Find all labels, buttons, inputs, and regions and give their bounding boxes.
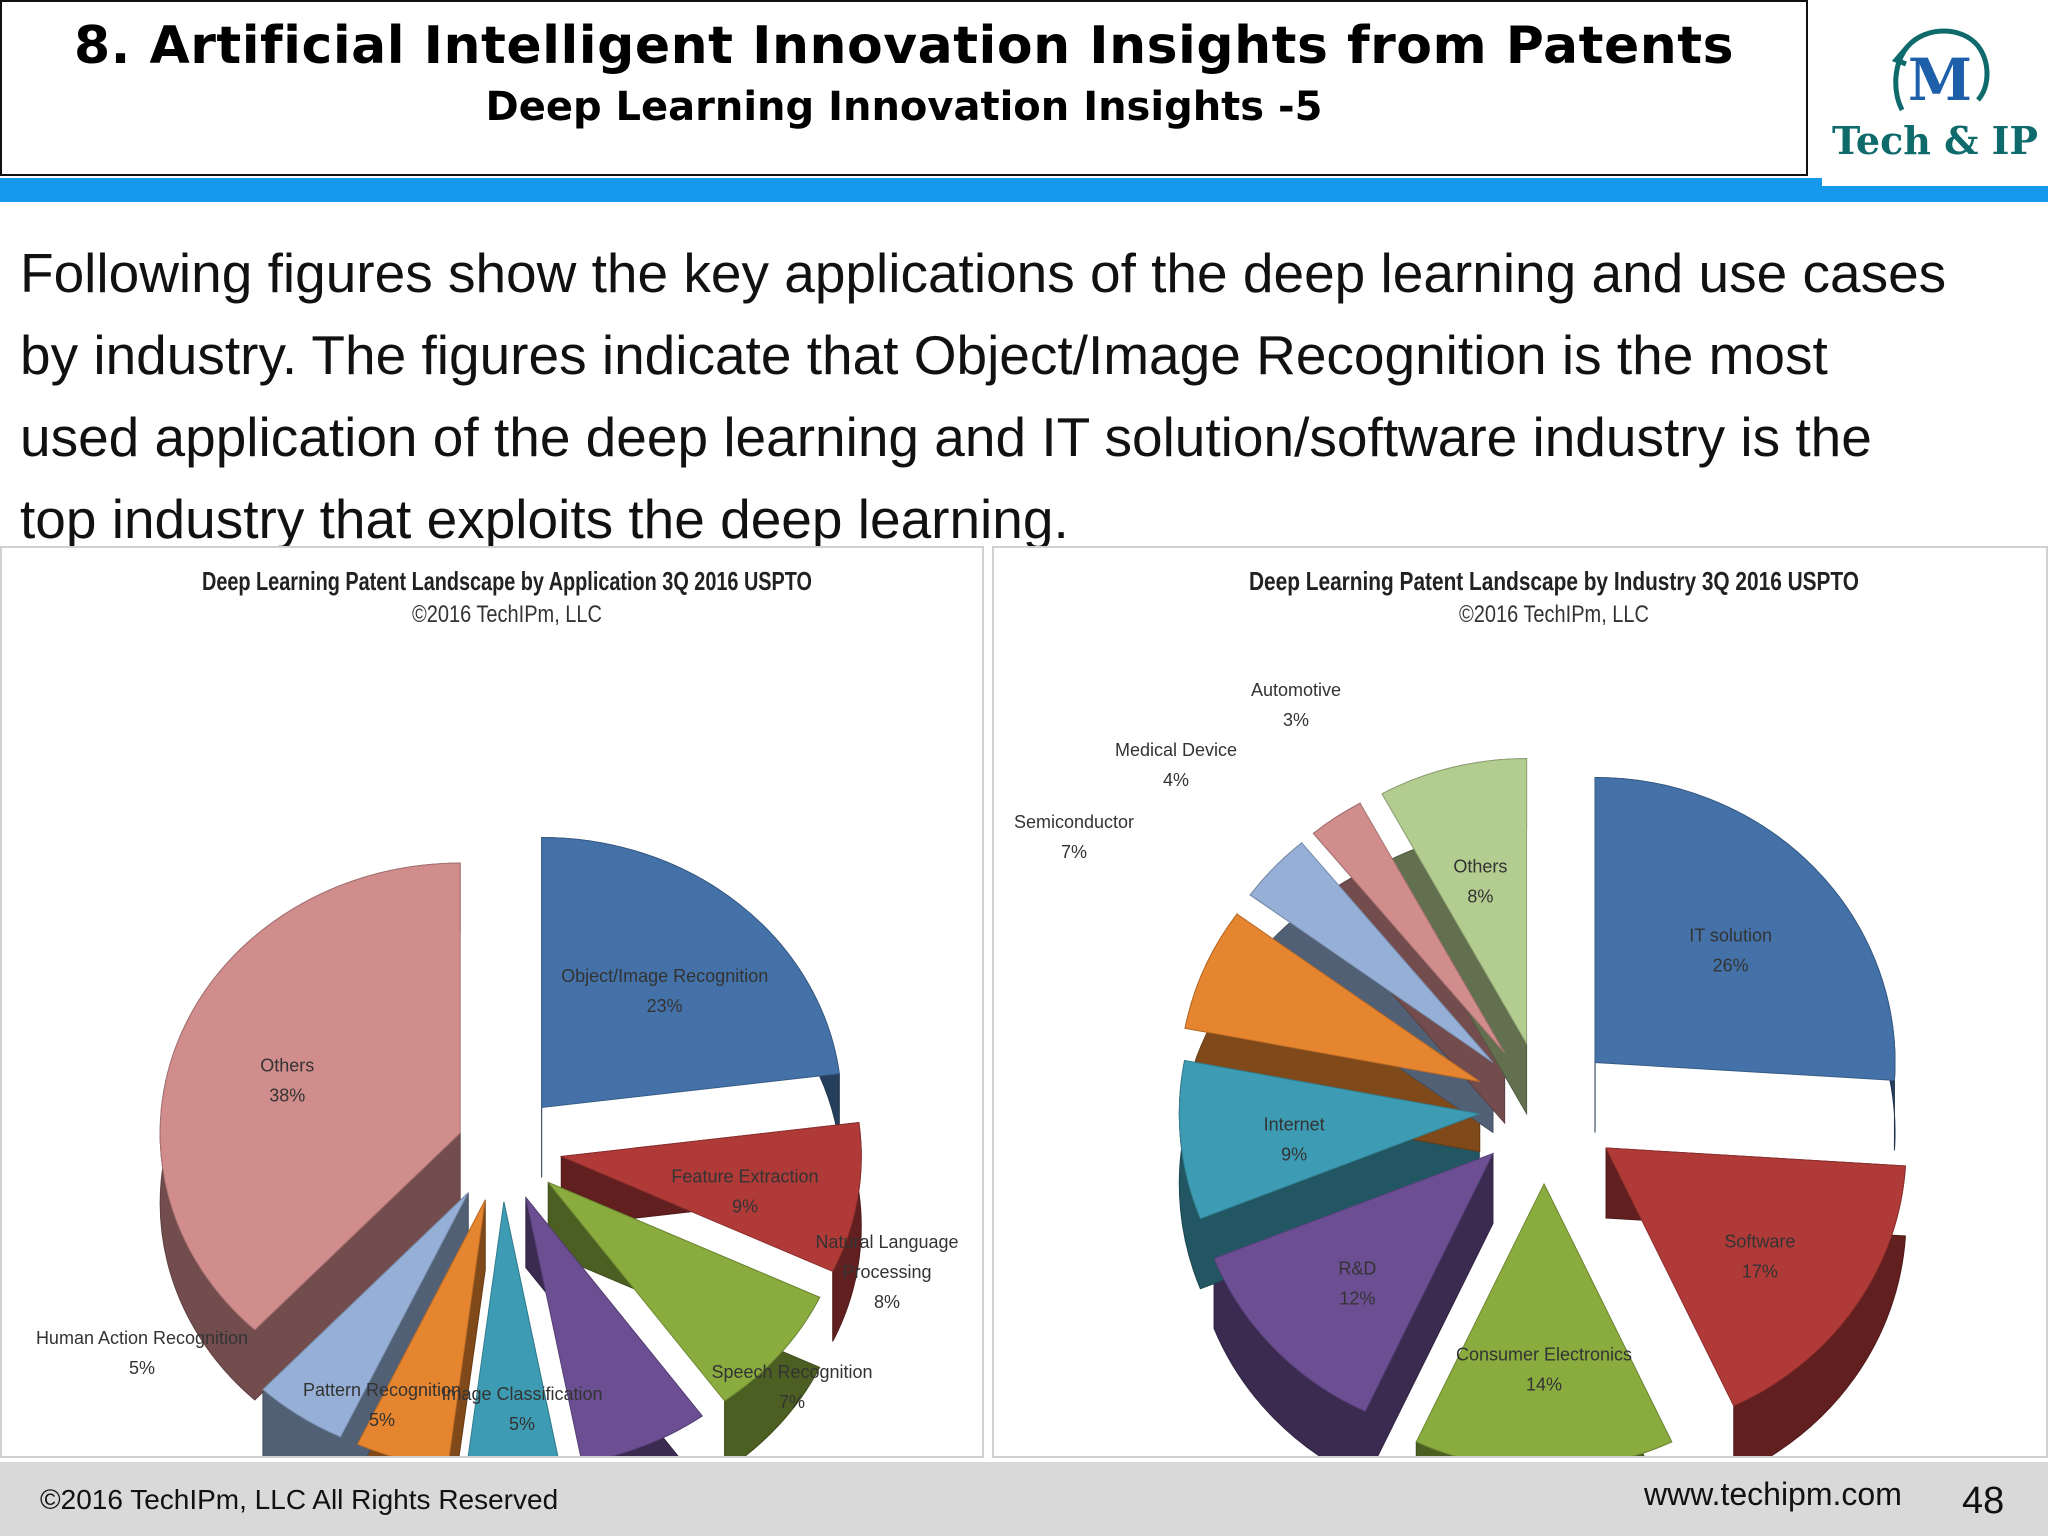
slice-value-object-image-recognition: 23% (647, 996, 683, 1016)
logo-mark: M (1908, 46, 1972, 114)
industry-chart-panel: Deep Learning Patent Landscape by Indust… (992, 546, 2048, 1458)
slice-label-semiconductor: Semiconductor (1014, 812, 1134, 832)
slice-value-consumer-electronics: 14% (1526, 1375, 1562, 1395)
logo-head-icon: M (1891, 28, 1990, 114)
slice-internet (1178, 1059, 1482, 1220)
slice-label-automotive: Automotive (1251, 680, 1341, 700)
intro-line-1: Following figures show the key applicati… (20, 242, 1947, 304)
chart-subtitle: ©2016 TechIPm, LLC (1459, 601, 1649, 628)
slice-label-pattern-recognition: Pattern Recognition (303, 1380, 461, 1400)
slice-value-pattern-recognition: 5% (369, 1410, 395, 1430)
application-chart-panel: Deep Learning Patent Landscape by Applic… (0, 546, 984, 1458)
slice-value-others: 38% (269, 1085, 305, 1105)
slice-value-speech-recognition: 7% (779, 1392, 805, 1412)
chart-subtitle: ©2016 TechIPm, LLC (412, 601, 602, 628)
slice-value-feature-extraction: 9% (732, 1197, 758, 1217)
page-title: 8. Artificial Intelligent Innovation Ins… (73, 16, 1735, 76)
page-subtitle: Deep Learning Innovation Insights -5 (485, 84, 1323, 130)
slice-value-internet: 9% (1281, 1144, 1307, 1164)
slice-consumer-electronics (1415, 1182, 1673, 1456)
chart-title: Deep Learning Patent Landscape by Applic… (202, 566, 812, 596)
intro-line-2: by industry. The figures indicate that O… (20, 324, 1828, 386)
slice-value-natural-language-processing: 8% (874, 1292, 900, 1312)
slice-r-d (1213, 1152, 1494, 1413)
slice-label-consumer-electronics: Consumer Electronics (1456, 1345, 1632, 1365)
slice-value-semiconductor: 7% (1061, 842, 1087, 862)
slice-value-human-action-recognition: 5% (129, 1358, 155, 1378)
slice-feature-extraction (559, 1122, 862, 1273)
title-box: 8. Artificial Intelligent Innovation Ins… (0, 0, 1808, 176)
page-number: 48 (1962, 1480, 2005, 1522)
slice-human-action-recognition (262, 1192, 469, 1438)
slice-value-others: 8% (1467, 886, 1493, 906)
slice-label-internet: Internet (1264, 1114, 1325, 1134)
pie-tops (1178, 758, 1906, 1456)
slice-value-software: 17% (1742, 1261, 1778, 1281)
slice-others (159, 862, 461, 1331)
slice-others (1381, 758, 1528, 1046)
footer-bar: ©2016 TechIPm, LLC All Rights Reserved w… (0, 1462, 2048, 1536)
company-logo: M Tech & IP (1822, 0, 2048, 192)
header-divider-right (1822, 186, 2048, 202)
slice-semiconductor (1184, 913, 1481, 1083)
slice-value-it-solution: 26% (1713, 956, 1749, 976)
slice-label-others: Others (1453, 856, 1507, 876)
intro-paragraph: Following figures show the key applicati… (20, 232, 2030, 560)
pie-labels: Object/Image Recognition 23% Feature Extra… (36, 966, 959, 1434)
application-pie-chart: Deep Learning Patent Landscape by Applic… (36, 566, 959, 1456)
slice-medical-device (1249, 842, 1494, 1063)
pie-labels: IT solution 26% Software 17% Consumer Electr… (1014, 680, 1795, 1395)
slice-natural-language-processing (547, 1181, 821, 1402)
slice-value-medical-device: 4% (1163, 770, 1189, 790)
slice-label-feature-extraction: Feature Extraction (671, 1167, 818, 1187)
slice-value-automotive: 3% (1283, 710, 1309, 730)
slice-label-r-d: R&D (1338, 1258, 1376, 1278)
slice-label-speech-recognition: Speech Recognition (711, 1362, 872, 1382)
slice-value-r-d: 12% (1339, 1288, 1375, 1308)
logo-text: Tech & IP (1832, 118, 2038, 163)
slice-automotive (1312, 802, 1506, 1054)
intro-line-4: top industry that exploits the deep lear… (20, 488, 1069, 550)
slice-pattern-recognition (356, 1199, 486, 1456)
slice-label-human-action-recognition: Human Action Recognition (36, 1328, 248, 1348)
slice-label-natural-language-processing: Natural Language Processing (815, 1232, 958, 1282)
header-divider (0, 178, 1822, 202)
slice-label-software: Software (1724, 1231, 1795, 1251)
footer-copyright: ©2016 TechIPm, LLC All Rights Reserved (40, 1484, 559, 1515)
slice-software (1605, 1147, 1906, 1407)
slice-image-classification (467, 1201, 559, 1456)
chart-title: Deep Learning Patent Landscape by Indust… (1249, 566, 1859, 596)
industry-pie-chart: Deep Learning Patent Landscape by Indust… (1014, 566, 1906, 1456)
slice-value-image-classification: 5% (509, 1414, 535, 1434)
intro-line-3: used application of the deep learning an… (20, 406, 1872, 468)
slice-label-image-classification: Image Classification (441, 1384, 602, 1404)
slice-label-others: Others (260, 1055, 314, 1075)
slice-object-image-recognition (541, 836, 840, 1109)
pie-tops (159, 836, 862, 1456)
slice-it-solution (1594, 776, 1896, 1081)
footer-url[interactable]: www.techipm.com (1644, 1476, 1902, 1512)
slice-label-it-solution: IT solution (1689, 926, 1772, 946)
slice-label-object-image-recognition: Object/Image Recognition (561, 966, 768, 986)
slice-label-medical-device: Medical Device (1115, 740, 1237, 760)
slice-speech-recognition (525, 1197, 703, 1456)
